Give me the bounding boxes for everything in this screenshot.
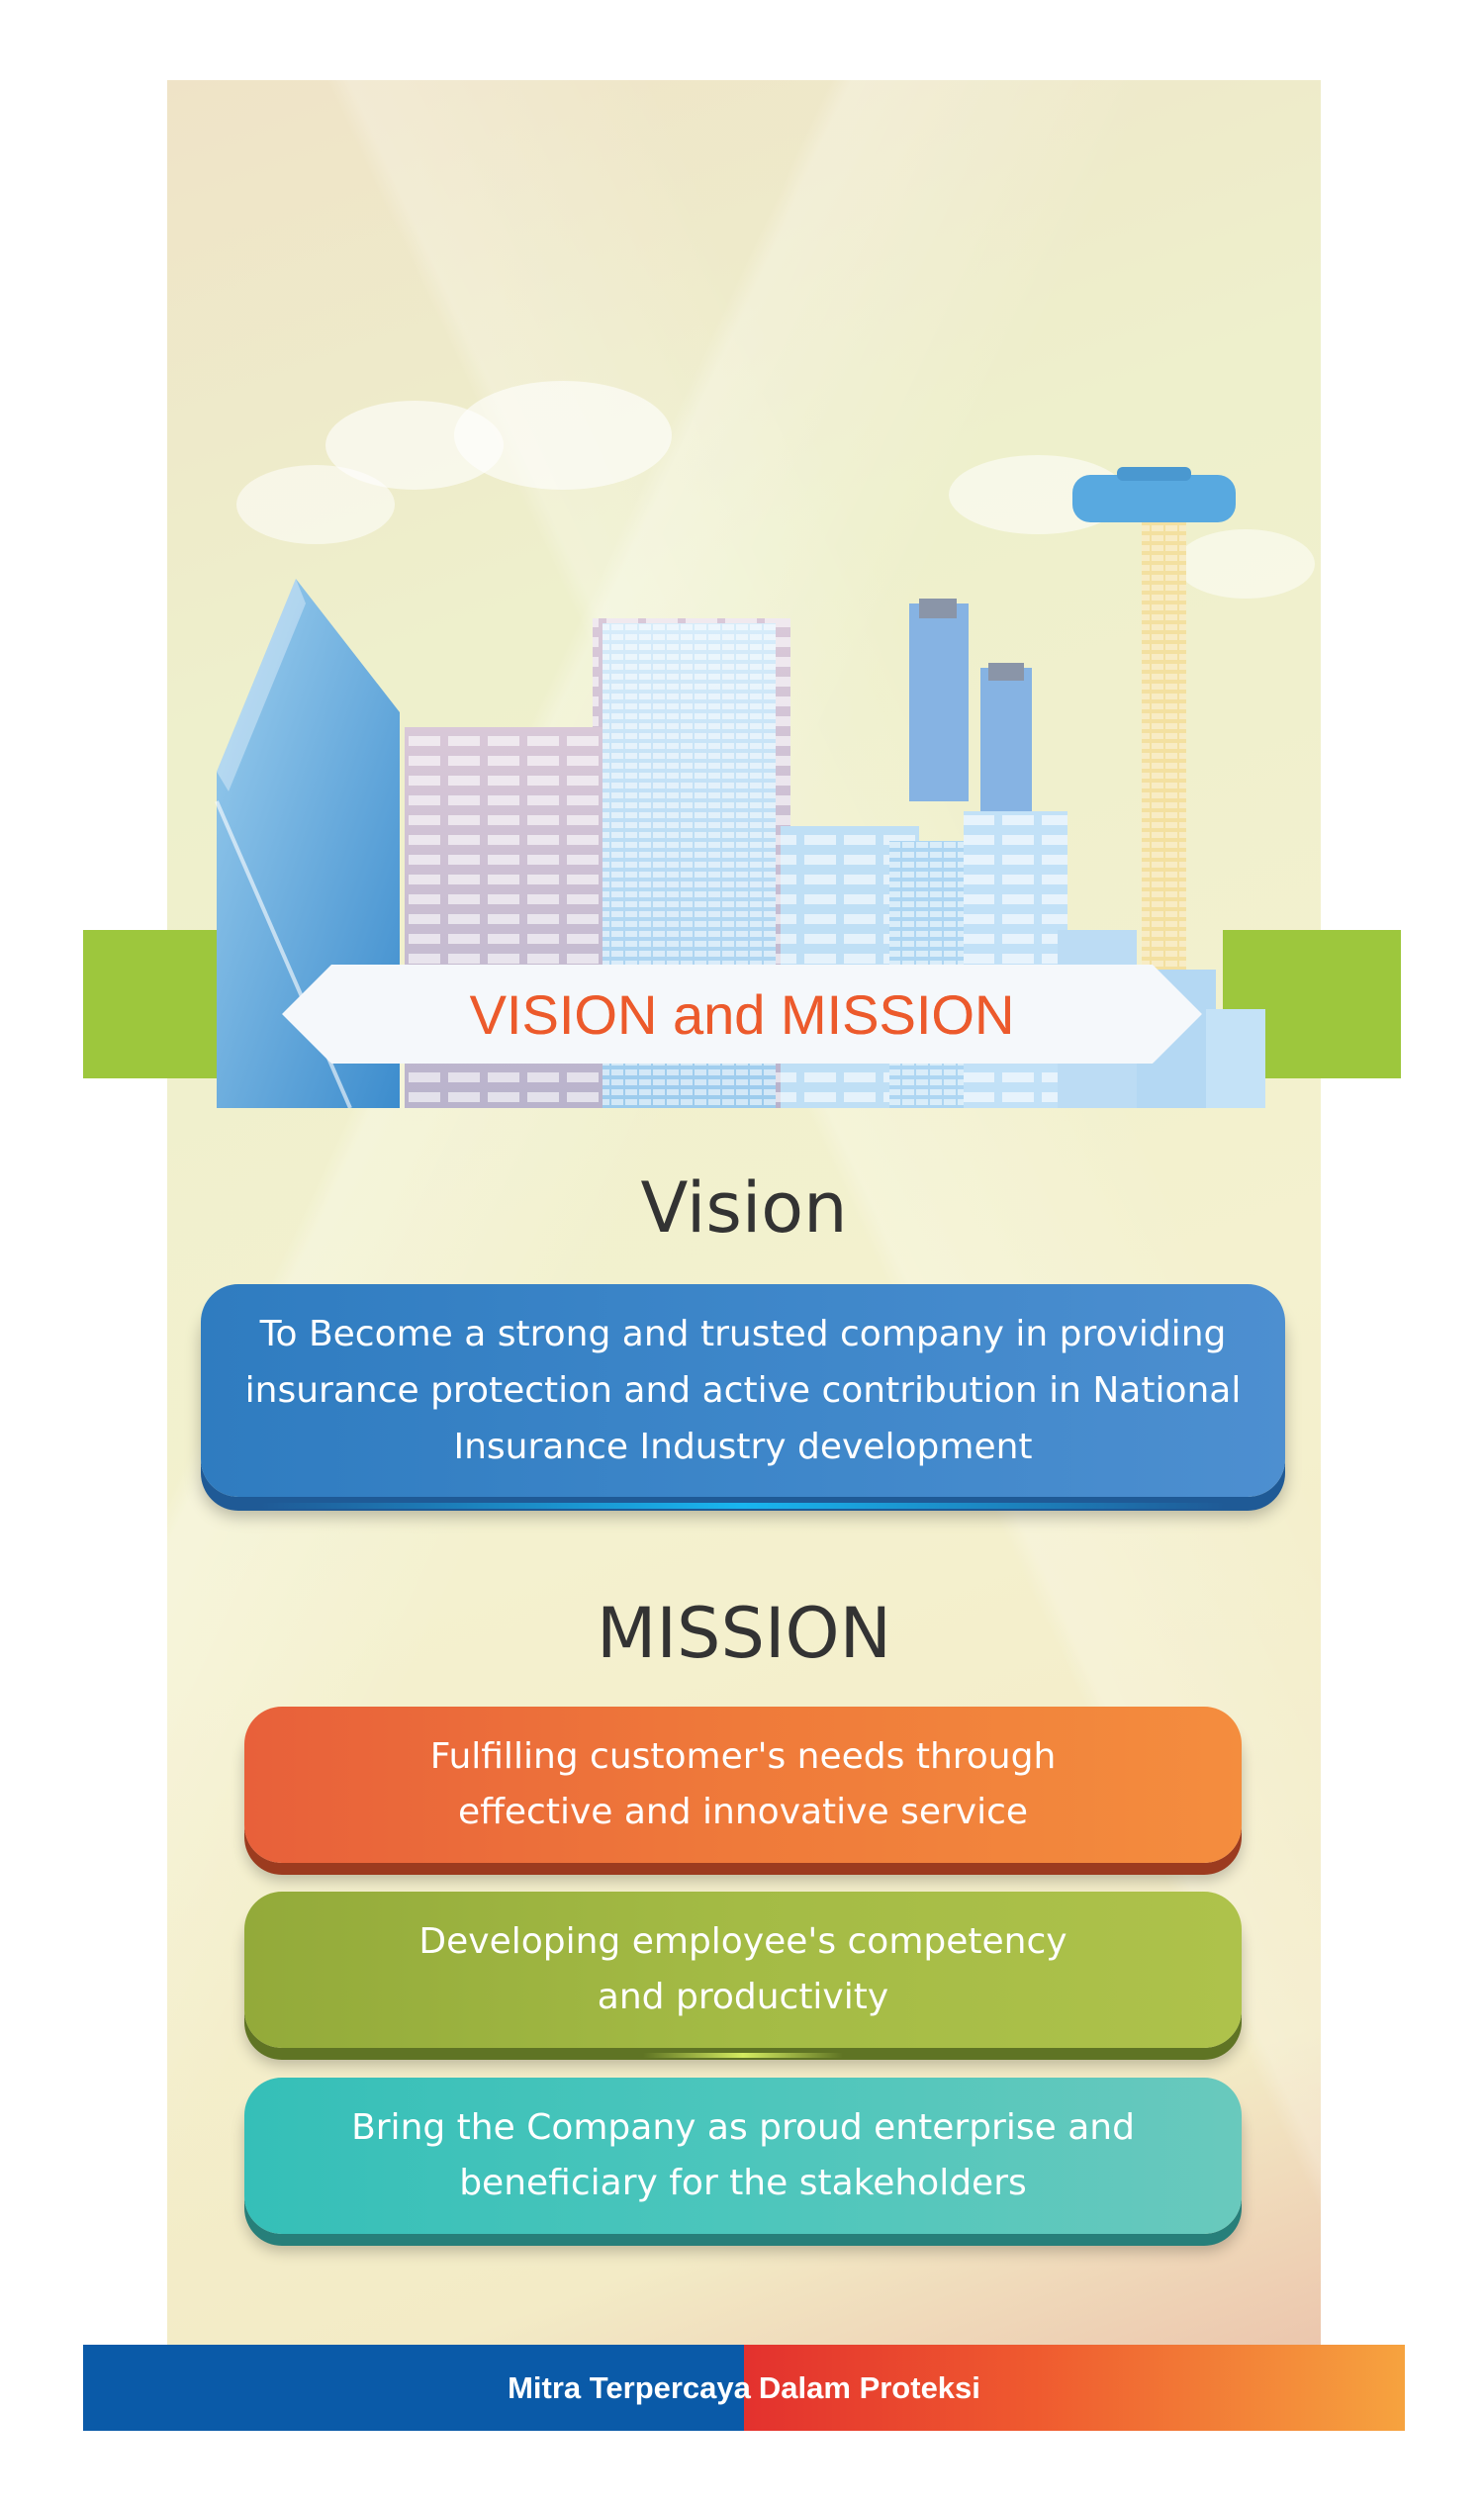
mission-1-line-1: Fulfilling customer's needs through (429, 1736, 1057, 1777)
footer-tagline-left: Mitra Terpercaya (508, 2369, 751, 2405)
mission-2-line-2: and productivity (597, 1977, 889, 2017)
mission-text-1: Fulfilling customer's needs through effe… (430, 1729, 1057, 1840)
mission-text-2: Developing employee's competency and pro… (418, 1914, 1067, 2025)
mission-2-line-1: Developing employee's competency (418, 1921, 1067, 1962)
vision-heading: Vision (640, 1167, 848, 1249)
mission-item-1: Fulfilling customer's needs through effe… (244, 1707, 1242, 1863)
mission-3-line-2: beneficiary for the stakeholders (459, 2163, 1027, 2203)
title-banner: VISION and MISSION (282, 965, 1202, 1064)
mission-item-2: Developing employee's competency and pro… (244, 1892, 1242, 2058)
footer-tagline-right: Dalam Proteksi (758, 2369, 980, 2405)
mission-item-3: Bring the Company as proud enterprise an… (244, 2078, 1242, 2234)
vision-line-1: To Become a strong and trusted company i… (259, 1314, 1227, 1354)
footer-tagline: Mitra Terpercaya Dalam Proteksi (83, 2345, 1405, 2431)
mission-text-3: Bring the Company as proud enterprise an… (351, 2100, 1135, 2211)
vision-text: To Become a strong and trusted company i… (245, 1306, 1242, 1475)
vision-line-2: insurance protection and active contribu… (244, 1370, 1242, 1411)
mission-heading: MISSION (596, 1593, 891, 1674)
mission-3-line-1: Bring the Company as proud enterprise an… (351, 2107, 1135, 2148)
banner-title: VISION and MISSION (469, 982, 1015, 1046)
mission-1-line-2: effective and innovative service (457, 1792, 1029, 1832)
vision-line-3: Insurance Industry development (453, 1427, 1033, 1467)
vision-statement: To Become a strong and trusted company i… (201, 1284, 1285, 1509)
